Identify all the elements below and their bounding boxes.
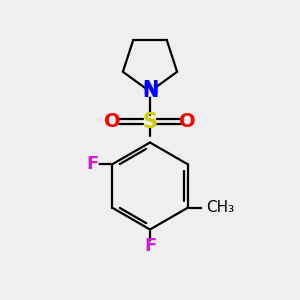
Text: CH₃: CH₃ [206, 200, 234, 215]
Text: N: N [142, 82, 158, 101]
Text: F: F [87, 155, 99, 173]
Text: S: S [142, 112, 158, 131]
Text: O: O [104, 112, 121, 131]
Text: N: N [142, 79, 158, 98]
Text: F: F [144, 237, 156, 255]
Text: O: O [179, 112, 196, 131]
